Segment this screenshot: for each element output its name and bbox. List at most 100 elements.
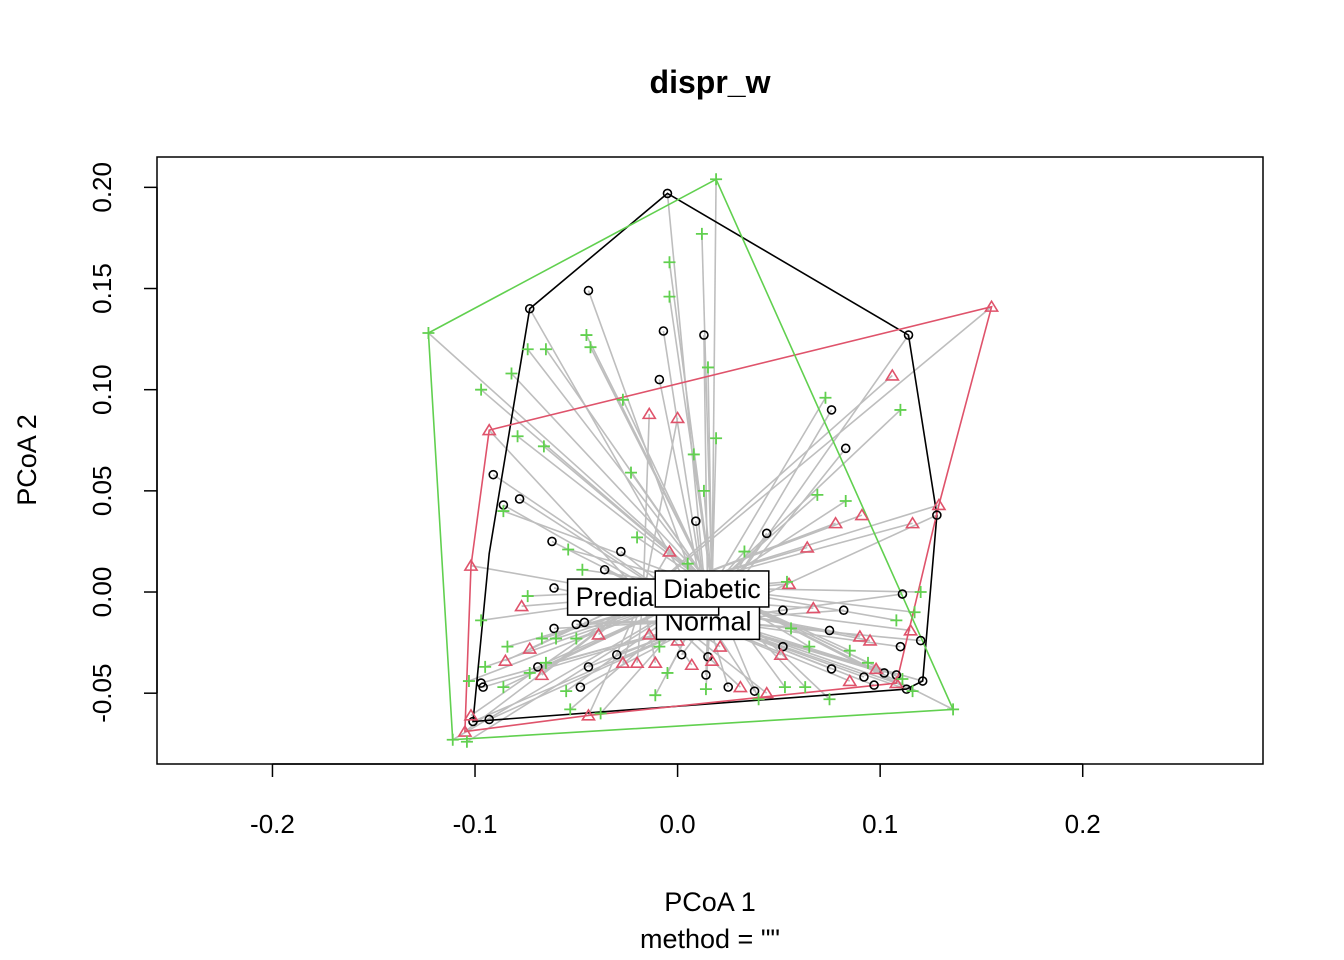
spider-line — [711, 397, 827, 589]
spider-line — [622, 399, 713, 589]
point-diabetic — [914, 586, 927, 599]
point-diabetic — [661, 666, 674, 679]
point-prediabetic — [903, 623, 919, 636]
point-normal — [583, 285, 594, 296]
spider-line — [589, 346, 713, 589]
point-prediabetic — [773, 647, 789, 660]
point-normal — [840, 443, 851, 454]
point-diabetic — [570, 632, 583, 645]
point-normal — [549, 583, 559, 593]
point-diabetic — [584, 341, 597, 354]
point-prediabetic — [842, 674, 858, 687]
point-normal — [903, 330, 914, 340]
point-prediabetic — [852, 629, 868, 642]
point-normal — [761, 528, 772, 539]
point-prediabetic — [481, 423, 497, 436]
x-tick-label: 0.0 — [660, 809, 696, 839]
point-prediabetic — [641, 627, 657, 640]
point-diabetic — [687, 448, 700, 461]
point-diabetic — [497, 505, 510, 518]
point-normal — [533, 662, 543, 672]
point-diabetic — [535, 632, 548, 645]
point-diabetic — [819, 391, 832, 404]
point-prediabetic — [522, 641, 538, 654]
point-diabetic — [505, 367, 518, 380]
spider-line — [488, 429, 644, 597]
point-diabetic — [862, 656, 874, 669]
point-normal — [932, 510, 942, 520]
spider-line — [642, 306, 993, 597]
point-prediabetic — [580, 708, 596, 721]
point-diabetic — [523, 666, 536, 679]
point-normal — [662, 188, 673, 199]
point-diabetic — [576, 563, 589, 576]
point-prediabetic — [712, 639, 728, 652]
hull-normal — [472, 192, 938, 723]
point-normal — [676, 649, 687, 660]
spider-line — [427, 332, 713, 589]
point-prediabetic — [457, 724, 473, 737]
point-prediabetic — [799, 540, 815, 553]
point-prediabetic — [463, 708, 479, 721]
point-prediabetic — [862, 633, 878, 646]
spider-line — [693, 454, 713, 589]
point-diabetic — [580, 329, 593, 342]
point-normal — [654, 374, 665, 385]
point-prediabetic — [732, 680, 748, 693]
spider-line — [711, 438, 717, 588]
y-tick-label: 0.15 — [87, 263, 117, 314]
point-diabetic — [422, 327, 435, 340]
hull-diabetic — [427, 178, 955, 741]
point-diabetic — [446, 733, 459, 746]
x-axis-sublabel: method = "" — [640, 924, 780, 954]
spider-line — [630, 472, 713, 589]
x-tick-label: -0.2 — [250, 809, 295, 839]
point-prediabetic — [463, 558, 479, 571]
point-diabetic — [653, 640, 666, 653]
point-diabetic — [663, 256, 676, 269]
point-normal — [514, 494, 525, 504]
x-axis: -0.2 -0.1 0.0 0.1 0.2 — [250, 763, 1101, 839]
point-diabetic — [710, 432, 723, 445]
point-diabetic — [710, 173, 723, 186]
point-prediabetic — [662, 544, 677, 557]
point-prediabetic — [905, 516, 921, 529]
point-diabetic — [663, 290, 676, 303]
point-normal — [658, 326, 669, 336]
point-prediabetic — [868, 661, 884, 675]
point-diabetic — [497, 681, 510, 694]
x-tick-label: -0.1 — [453, 809, 498, 839]
point-diabetic — [752, 693, 765, 706]
point-normal — [824, 625, 835, 636]
point-diabetic — [560, 685, 573, 698]
point-prediabetic — [647, 655, 663, 669]
point-normal — [691, 516, 701, 527]
point-prediabetic — [514, 599, 530, 612]
point-diabetic — [521, 343, 534, 356]
point-prediabetic — [629, 655, 645, 669]
point-diabetic — [511, 430, 524, 443]
x-tick-label: 0.2 — [1065, 809, 1101, 839]
point-prediabetic — [854, 508, 870, 521]
spider-line — [529, 308, 709, 621]
point-diabetic — [785, 622, 798, 635]
point-diabetic — [539, 656, 552, 669]
point-diabetic — [894, 403, 907, 416]
point-prediabetic — [534, 667, 550, 681]
spider-line — [527, 348, 713, 589]
point-diabetic — [778, 681, 791, 694]
hull-prediabetic — [464, 305, 993, 733]
point-normal — [547, 536, 557, 547]
point-diabetic — [562, 543, 575, 556]
point-normal — [616, 546, 626, 557]
point-diabetic — [564, 703, 577, 716]
point-normal — [478, 682, 488, 692]
point-diabetic — [479, 660, 492, 673]
point-diabetic — [475, 383, 488, 396]
point-prediabetic — [781, 576, 797, 590]
point-diabetic — [697, 484, 710, 497]
point-normal — [468, 716, 478, 727]
point-normal — [701, 670, 711, 680]
point-diabetic — [550, 632, 563, 645]
